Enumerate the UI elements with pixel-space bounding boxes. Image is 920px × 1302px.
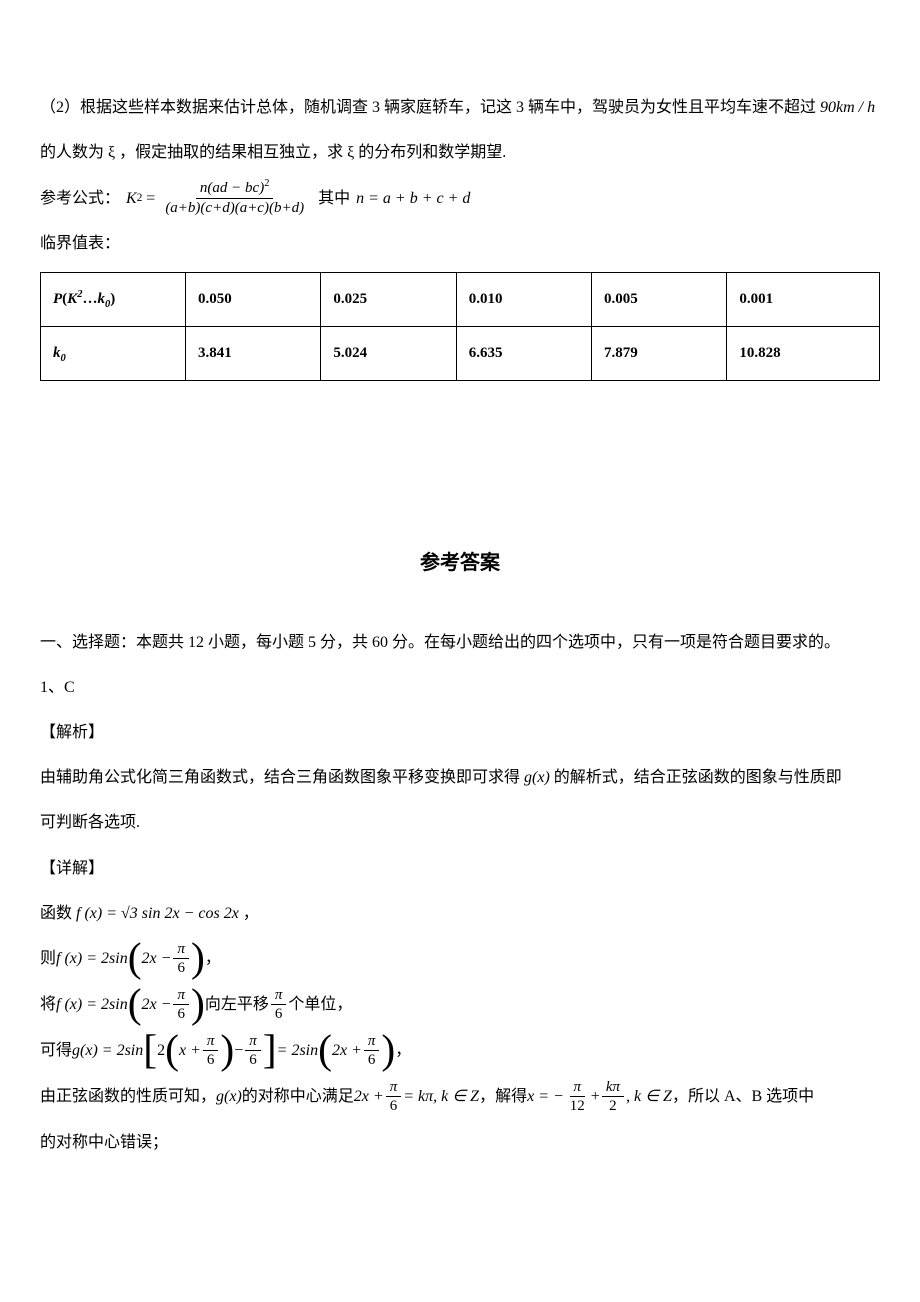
six-den-5: 6 [245,1051,261,1069]
table-cell: 0.010 [456,272,591,326]
comma-1: ， [205,941,221,976]
six-den-2: 6 [173,1005,189,1023]
shift-b: 向左平移 [205,987,269,1022]
table-cell: 0.025 [321,272,456,326]
six-den-7: 6 [386,1097,402,1115]
xiangjie-label: 【详解】 [40,851,880,886]
f-def-expr: f (x) = √3 sin 2x − cos 2x [76,905,239,922]
section1-header: 一、选择题：本题共 12 小题，每小题 5 分，共 60 分。在每小题给出的四个… [40,625,880,660]
pi-num-5: π [245,1033,261,1052]
crit-table-label: 临界值表： [40,226,880,261]
sym-a: 由正弦函数的性质可知， [40,1079,216,1114]
g-of-x: g(x) [524,769,550,786]
question-2-line2: 的人数为 ξ ，假定抽取的结果相互独立，求 ξ 的分布列和数学期望. [40,135,880,170]
formula-where-eq: n = a + b + c + d [356,181,470,216]
six-den-3: 6 [271,1005,287,1023]
reference-formula-line: 参考公式： K2 = n(ad − bc)2 (a+b)(c+d)(a+c)(b… [40,180,880,216]
table-cell: 5.024 [321,326,456,380]
then-label: 则 [40,941,56,976]
pi-num-8: π [570,1079,586,1098]
kpi-num: kπ [602,1079,624,1098]
pi-num-6: π [364,1033,380,1052]
twelve-den: 12 [566,1097,589,1115]
x-eq: x = − [527,1079,564,1114]
six-den: 6 [173,959,189,977]
critical-value-table: P(K2…k0) 0.050 0.025 0.010 0.005 0.001 k… [40,272,880,381]
f-simplified: 则 f (x) = 2sin ( 2x − π6 ) ， [40,941,880,977]
f-simpl-a2: f (x) = 2sin [56,987,128,1022]
formula-lead: 参考公式： [40,181,120,216]
solve: ，解得 [479,1079,527,1114]
table-cell: 6.635 [456,326,591,380]
eq-kpi: = kπ, k ∈ Z [403,1079,479,1114]
f-definition: 函数 f (x) = √3 sin 2x − cos 2x ， [40,896,880,931]
minus-1: − [234,1033,243,1068]
row2-label: k0 [41,326,186,380]
pi-num-4: π [203,1033,219,1052]
comma-2: ， [395,1033,411,1068]
table-row: P(K2…k0) 0.050 0.025 0.010 0.005 0.001 [41,272,880,326]
f-arg-2x: 2x − [142,941,172,976]
symmetry-line: 由正弦函数的性质可知， g(x) 的对称中心满足 2x + π6 = kπ, k… [40,1079,880,1115]
g-eq-a: g(x) = 2sin [72,1033,143,1068]
table-cell: 10.828 [727,326,880,380]
table-cell: 3.841 [186,326,321,380]
sym-b: 的对称中心满足 [242,1079,354,1114]
so-text: ，所以 A、B 选项中 [672,1079,814,1114]
k2-den: (a+b)(c+d)(a+c)(b+d) [161,199,308,217]
table-cell: 7.879 [592,326,727,380]
last-line: 的对称中心错误； [40,1125,880,1160]
eq-2sin: = 2sin [277,1033,318,1068]
question-2-line1: （2）根据这些样本数据来估计总体，随机调查 3 辆家庭轿车，记这 3 辆车中，驾… [40,90,880,125]
k-squared-formula: K2 = n(ad − bc)2 (a+b)(c+d)(a+c)(b+d) [126,180,310,216]
sym-eq-a: 2x + [354,1079,384,1114]
plus-1: + [591,1079,600,1114]
jiexi-text: 由辅助角公式化简三角函数式，结合三角函数图象平移变换即可求得 g(x) 的解析式… [40,760,880,795]
g-arg-final: 2x + [332,1033,362,1068]
g-of-x-2: g(x) [216,1079,242,1114]
pi-num: π [173,941,189,960]
table-cell: 0.001 [727,272,880,326]
pi-num-3: π [271,987,287,1006]
inner-2: 2 [157,1033,165,1068]
q2-prefix: （2）根据这些样本数据来估计总体，随机调查 3 辆家庭轿车，记这 3 辆车中，驾… [40,99,816,116]
f-def-tail: ， [243,905,259,922]
jiexi-b: 的解析式，结合正弦函数的图象与性质即 [554,769,842,786]
jiexi-a: 由辅助角公式化简三角函数式，结合三角函数图象平移变换即可求得 [40,769,520,786]
k2-fraction: n(ad − bc)2 (a+b)(c+d)(a+c)(b+d) [161,180,308,216]
q2-line2-text: 的人数为 ξ ，假定抽取的结果相互独立，求 ξ 的分布列和数学期望. [40,144,506,161]
f-simpl-a: f (x) = 2sin [56,941,128,976]
shift-c: 个单位， [288,987,352,1022]
row1-label: P(K2…k0) [41,272,186,326]
shift-a: 将 [40,987,56,1022]
pi-num-2: π [173,987,189,1006]
k2-num-sup: 2 [264,178,269,189]
shift-line: 将 f (x) = 2sin ( 2x − π6 ) 向左平移 π6 个单位， [40,987,880,1023]
kede: 可得 [40,1033,72,1068]
table-cell: 0.050 [186,272,321,326]
jiexi-text-2: 可判断各选项. [40,805,880,840]
six-den-4: 6 [203,1051,219,1069]
f-arg-2x-2: 2x − [142,987,172,1022]
inner-x: x + [179,1033,201,1068]
K-symbol: K [126,181,137,216]
k-in-z: , k ∈ Z [626,1079,672,1114]
g-derivation: 可得 g(x) = 2sin [ 2 ( x + π6 ) − π6 ] = 2… [40,1033,880,1069]
f-def-lead: 函数 [40,905,76,922]
two-den: 2 [605,1097,621,1115]
table-row: k0 3.841 5.024 6.635 7.879 10.828 [41,326,880,380]
formula-where-cn: 其中 [318,181,350,216]
answer-title: 参考答案 [40,541,880,585]
table-cell: 0.005 [592,272,727,326]
jiexi-label: 【解析】 [40,715,880,750]
pi-num-7: π [386,1079,402,1098]
k2-num: n(ad − bc) [200,180,264,196]
six-den-6: 6 [364,1051,380,1069]
q2-speed: 90km / h [820,99,875,116]
answer-1: 1、C [40,670,880,705]
